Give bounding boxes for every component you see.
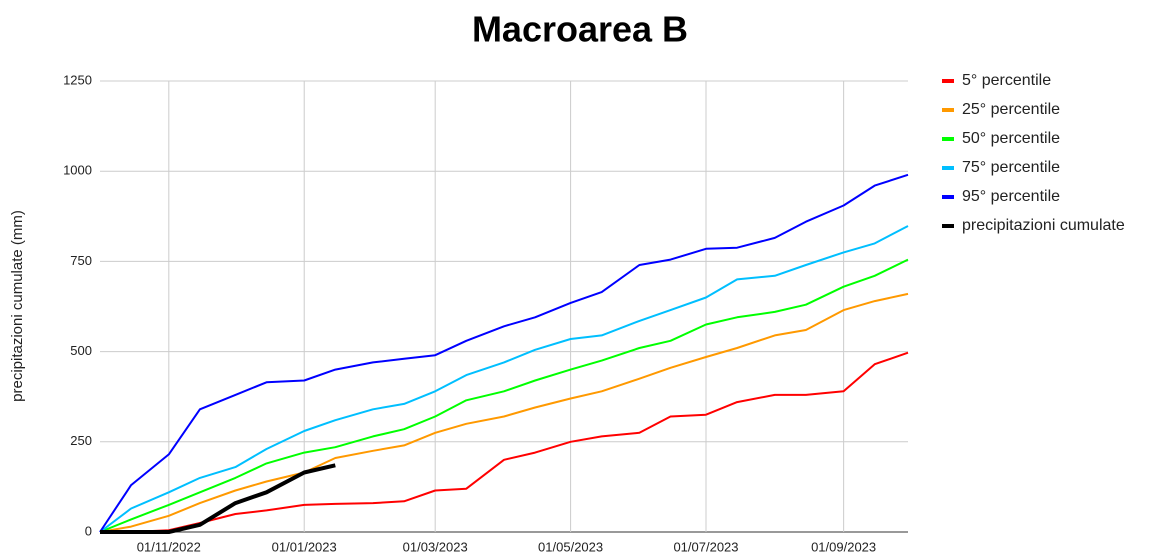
chart-title: Macroarea B [472, 9, 688, 50]
data-line [99, 258, 909, 533]
x-tick-label: 01/01/2023 [272, 539, 337, 554]
data-line [100, 351, 909, 533]
y-tick-label: 1000 [63, 163, 92, 178]
legend-label: 95° percentile [962, 188, 1060, 205]
legend-label: precipitazioni cumulate [962, 217, 1125, 234]
y-axis-title: precipitazioni cumulate (mm) [9, 210, 26, 402]
x-tick-label: 01/11/2022 [137, 539, 201, 554]
legend-label: 25° percentile [962, 101, 1060, 118]
legend-label: 50° percentile [962, 130, 1060, 147]
x-tick-label: 01/05/2023 [538, 539, 603, 554]
data-line [99, 173, 909, 533]
y-tick-label: 500 [70, 343, 92, 358]
y-tick-label: 0 [85, 523, 92, 538]
y-tick-label: 1250 [63, 72, 92, 87]
data-line [99, 225, 909, 533]
y-tick-label: 250 [70, 433, 92, 448]
data-line [100, 463, 336, 534]
data-line [99, 292, 909, 533]
y-tick-label: 750 [70, 253, 92, 268]
x-tick-label: 01/07/2023 [673, 539, 738, 554]
legend-label: 75° percentile [962, 159, 1060, 176]
legend-label: 5° percentile [962, 72, 1051, 89]
x-tick-label: 01/09/2023 [811, 539, 876, 554]
x-tick-label: 01/03/2023 [403, 539, 468, 554]
